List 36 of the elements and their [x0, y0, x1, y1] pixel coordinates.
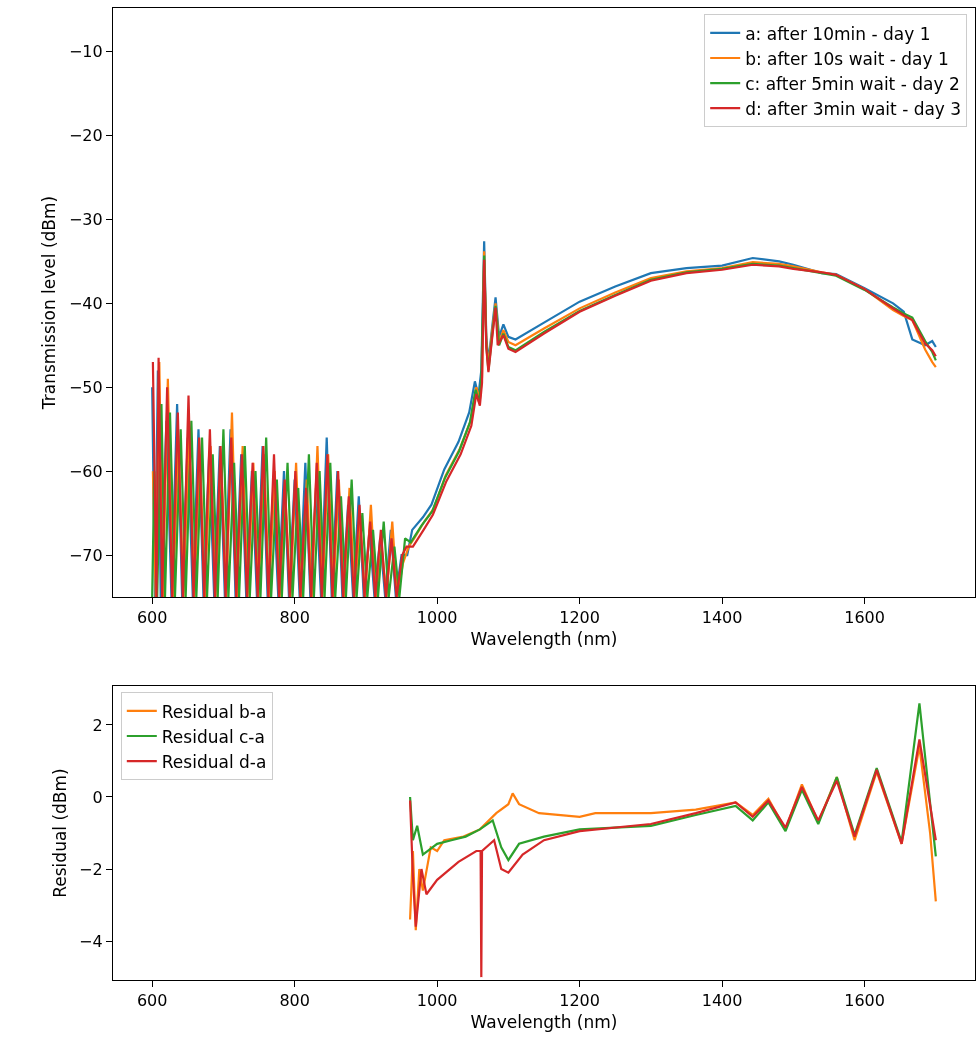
y-tick-label: 2 [92, 715, 103, 735]
x-axis-title: Wavelength (nm) [470, 1011, 618, 1032]
y-tick-label: −30 [68, 210, 103, 230]
x-tick-label: 1600 [844, 991, 885, 1011]
x-tick-label: 1400 [701, 608, 743, 628]
y-tick-label: −40 [68, 293, 103, 313]
line-series [408, 702, 937, 862]
x-tick-label: 1000 [416, 991, 458, 1011]
legend-label: d: after 3min wait - day 3 [745, 98, 962, 119]
y-axis-title: Transmission level (dBm) [39, 195, 60, 411]
x-tick-label: 600 [136, 991, 168, 1011]
legend-label: Residual b-a [161, 701, 267, 722]
y-tick-label: −2 [79, 859, 103, 879]
x-tick-label: 1200 [559, 608, 600, 628]
legend-label: c: after 5min wait - day 2 [745, 73, 960, 94]
y-tick-label: −60 [68, 461, 103, 481]
x-tick-label: 800 [279, 991, 310, 1011]
x-tick-label: 600 [136, 608, 168, 628]
y-tick-label: 0 [92, 787, 103, 807]
y-axis-title: Residual (dBm) [49, 768, 70, 898]
legend-label: Residual d-a [161, 751, 267, 772]
legend-label: a: after 10min - day 1 [745, 23, 931, 44]
x-tick-label: 1400 [701, 991, 743, 1011]
y-tick-label: −70 [68, 545, 103, 565]
y-tick-label: −4 [79, 931, 103, 951]
line-series [408, 738, 937, 979]
legend-label: Residual c-a [161, 726, 265, 747]
x-tick-label: 1200 [559, 991, 600, 1011]
x-axis-title: Wavelength (nm) [470, 628, 618, 649]
y-tick-label: −10 [68, 42, 103, 62]
x-tick-label: 1000 [416, 608, 458, 628]
x-tick-label: 800 [279, 608, 310, 628]
y-tick-label: −50 [68, 377, 103, 397]
x-tick-label: 1600 [844, 608, 885, 628]
legend-label: b: after 10s wait - day 1 [745, 48, 949, 69]
y-tick-label: −20 [68, 126, 103, 146]
